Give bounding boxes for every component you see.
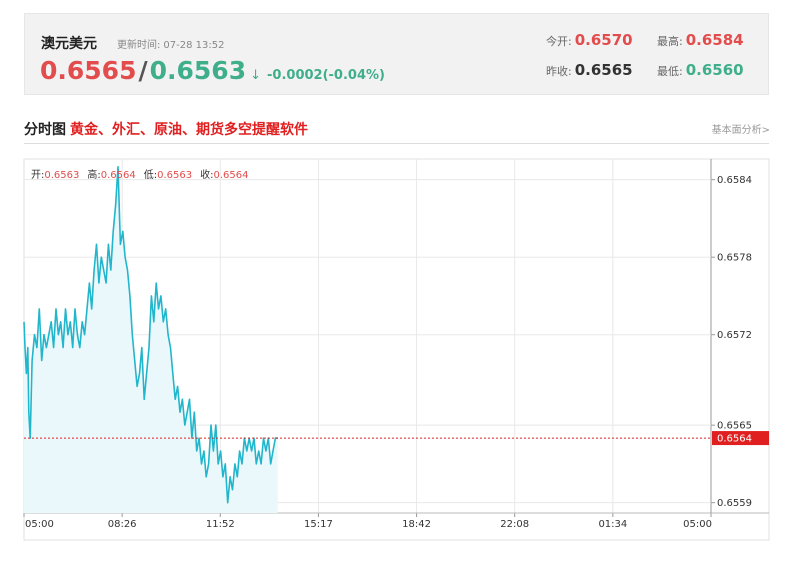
- price-line: [23, 166, 278, 504]
- prev-close-value: 0.6565: [574, 61, 633, 79]
- high-stat: 最高: 0.6584: [657, 31, 744, 49]
- ask-price: 0.6563: [149, 56, 247, 85]
- ohlc-high-label: 高:: [87, 170, 101, 181]
- y-tick-label: 0.6578: [717, 253, 752, 264]
- quote-panel: 澳元美元 更新时间: 07-28 13:52 0.6565/0.6563 ↓ -0.0…: [24, 13, 769, 95]
- prev-close-stat: 昨收: 0.6565: [546, 61, 633, 79]
- section-title: 分时图 黄金、外汇、原油、期货多空提醒软件: [24, 119, 308, 139]
- x-tick-label: 11:52: [206, 519, 235, 530]
- ohlc-high-value: 0.6564: [100, 170, 136, 181]
- ohlc-open-label: 开:: [31, 170, 45, 181]
- open-value: 0.6570: [574, 31, 633, 49]
- ohlc-open-value: 0.6563: [44, 170, 80, 181]
- open-label: 今开:: [546, 35, 572, 48]
- bid-price: 0.6565: [40, 56, 137, 85]
- prev-close-label: 昨收:: [546, 65, 572, 78]
- down-arrow-icon: ↓: [250, 68, 262, 83]
- section-title-text: 分时图: [24, 122, 66, 138]
- price-separator: /: [138, 56, 148, 85]
- price-row: 0.6565/0.6563 ↓ -0.0002(-0.04%): [40, 56, 385, 85]
- low-stat: 最低: 0.6560: [657, 61, 744, 79]
- x-tick-label: 22:08: [500, 519, 529, 530]
- x-tick-label: 08:26: [108, 519, 137, 530]
- price-area-fill: [24, 166, 278, 514]
- y-tick-label: 0.6565: [717, 421, 752, 432]
- y-tick-label: 0.6559: [717, 498, 752, 509]
- x-tick-label: 01:34: [598, 519, 627, 530]
- grid-layer: [23, 159, 769, 517]
- ohlc-close-label: 收:: [200, 170, 214, 181]
- low-label: 最低:: [657, 65, 683, 78]
- promo-link[interactable]: 黄金、外汇、原油、期货多空提醒软件: [70, 122, 308, 138]
- high-value: 0.6584: [685, 31, 744, 49]
- x-axis-labels: 05:00 08:26 11:52 15:17 18:42 22:08 01:34 05:00: [25, 519, 712, 530]
- y-tick-label: 0.6584: [717, 175, 752, 186]
- update-time-value: 07-28 13:52: [163, 40, 225, 51]
- ohlc-readout: 开:0.6563 高:0.6564 低:0.6563 收:0.6564: [31, 166, 257, 181]
- price-change: -0.0002(-0.04%): [267, 68, 385, 83]
- x-tick-label: 15:17: [304, 519, 333, 530]
- update-time-label: 更新时间:: [117, 40, 161, 51]
- current-price-tag: [712, 431, 769, 446]
- pair-name: 澳元美元: [41, 36, 97, 52]
- low-value: 0.6560: [685, 61, 744, 79]
- high-label: 最高:: [657, 35, 683, 48]
- y-tick-label: 0.6572: [717, 330, 752, 341]
- update-time: 更新时间: 07-28 13:52: [117, 36, 224, 51]
- ohlc-low-label: 低:: [143, 170, 158, 181]
- current-price-tag-label: 0.6564: [717, 434, 752, 445]
- ohlc-close-value: 0.6564: [213, 170, 249, 181]
- open-stat: 今开: 0.6570: [546, 31, 633, 49]
- x-tick-label: 18:42: [402, 519, 431, 530]
- section-divider: [24, 143, 769, 144]
- y-axis-labels: 0.6584 0.6578 0.6572 0.6565 0.6559: [717, 175, 752, 509]
- x-tick-label: 05:00: [25, 519, 54, 530]
- ohlc-low-value: 0.6563: [157, 170, 193, 181]
- analysis-link[interactable]: 基本面分析>: [711, 125, 770, 136]
- x-tick-label: 05:00: [683, 519, 712, 530]
